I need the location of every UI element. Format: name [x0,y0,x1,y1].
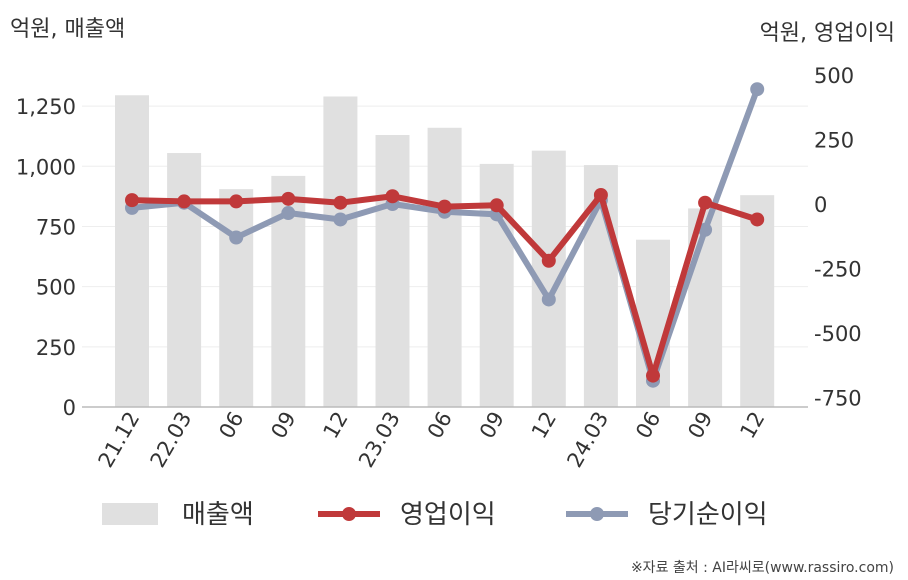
bar-revenue [740,195,775,407]
x-tick-label: 09 [683,408,717,443]
right-tick-label: 500 [814,64,854,88]
x-tick-label: 06 [214,408,248,443]
source-note: ※자료 출처 : AI라씨로(www.rassiro.com) [631,560,894,576]
point-operating-profit [541,253,556,268]
point-operating-profit [437,199,452,214]
x-tick-label: 09 [475,408,509,443]
bar-revenue [427,127,462,408]
x-tick-label: 23.03 [354,408,405,472]
point-operating-profit [125,193,139,208]
point-net-income [229,230,244,245]
legend-marker-operating-profit [342,507,356,521]
x-tick-label: 06 [423,408,457,443]
point-net-income [698,222,713,237]
legend-label-revenue: 매출액 [182,500,254,530]
point-operating-profit [489,198,504,213]
point-operating-profit [646,368,660,383]
right-tick-label: -250 [814,258,862,282]
x-axis-ticks: 21.12 22.03 06 09 12 23.03 06 09 12 24.03 06 09 12 [93,408,769,472]
x-tick-label: 21.12 [93,408,144,472]
legend-marker-net-income [590,507,604,521]
point-net-income [281,206,296,221]
legend-swatch-revenue [102,503,158,525]
legend-label-net-income: 당기순이익 [648,500,768,530]
left-tick-label: 0 [63,396,76,420]
point-operating-profit [750,212,765,227]
left-unit-label: 억원, 매출액 [10,17,125,42]
point-operating-profit [229,194,244,209]
legend-label-operating-profit: 영업이익 [400,500,496,530]
right-unit-label: 억원, 영업이익 [760,21,895,46]
legend-item-revenue: 매출액 [102,500,254,530]
point-operating-profit [385,189,400,204]
left-axis-ticks: 0 250 500 750 1,000 1,250 [16,95,76,420]
point-net-income [541,292,556,307]
point-net-income [750,82,765,97]
bar-revenue [115,95,149,408]
legend-item-net-income: 당기순이익 [566,500,768,530]
left-tick-label: 250 [36,336,76,360]
x-tick-label: 12 [319,408,353,443]
bar-revenue [167,153,202,407]
left-tick-label: 1,000 [16,155,76,179]
right-tick-label: 250 [814,129,854,153]
left-tick-label: 500 [36,276,76,300]
left-tick-label: 750 [36,215,76,239]
x-tick-label: 09 [266,408,300,443]
x-tick-label: 12 [735,408,769,443]
left-tick-label: 1,250 [16,95,76,119]
legend: 매출액 영업이익 당기순이익 [102,500,768,530]
bar-revenue [323,96,358,407]
point-net-income [333,212,348,227]
point-operating-profit [281,191,296,206]
x-tick-label: 06 [631,408,665,443]
x-tick-label: 12 [527,408,561,443]
point-operating-profit [333,195,348,210]
point-operating-profit [593,187,608,202]
right-tick-label: 0 [814,193,827,217]
right-axis-ticks: -750 -500 -250 0 250 500 [814,64,862,411]
legend-item-operating-profit: 영업이익 [318,500,496,530]
bar-revenue [219,189,254,407]
profit-lines [125,82,765,388]
x-tick-label: 24.03 [562,408,613,472]
right-tick-label: -750 [814,387,862,411]
point-operating-profit [177,194,192,209]
bar-revenue [375,134,410,407]
x-tick-label: 22.03 [146,408,197,472]
revenue-bars [115,95,775,408]
right-tick-label: -500 [814,322,862,346]
point-operating-profit [698,195,713,210]
